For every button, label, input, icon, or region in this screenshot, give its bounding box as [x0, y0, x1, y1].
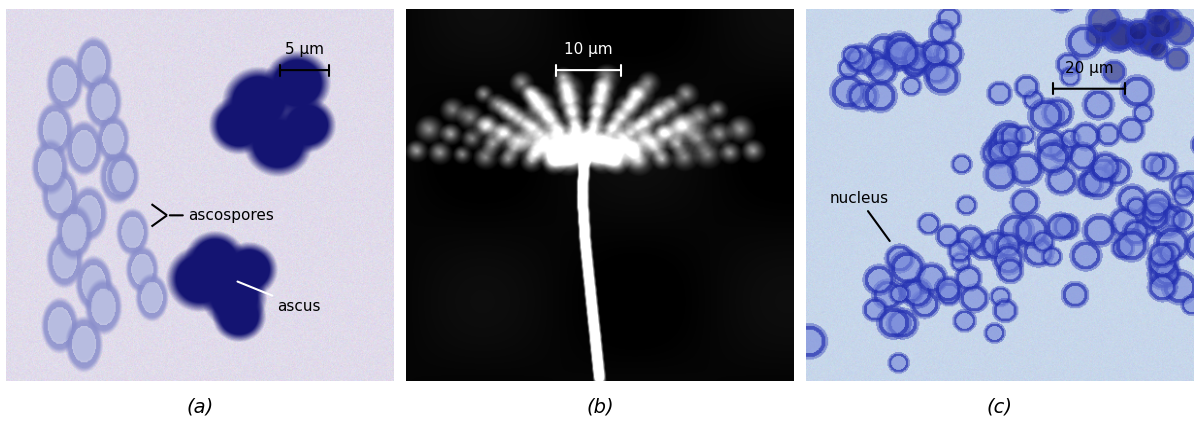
Text: 5 μm: 5 μm [286, 42, 324, 57]
Text: (b): (b) [586, 397, 614, 417]
Text: ascus: ascus [238, 281, 322, 314]
Text: 20 μm: 20 μm [1064, 61, 1114, 76]
Text: (a): (a) [186, 397, 214, 417]
Text: 10 μm: 10 μm [564, 42, 613, 57]
Text: (c): (c) [986, 397, 1013, 417]
Text: ascospores: ascospores [169, 208, 275, 223]
Text: nucleus: nucleus [829, 191, 889, 241]
